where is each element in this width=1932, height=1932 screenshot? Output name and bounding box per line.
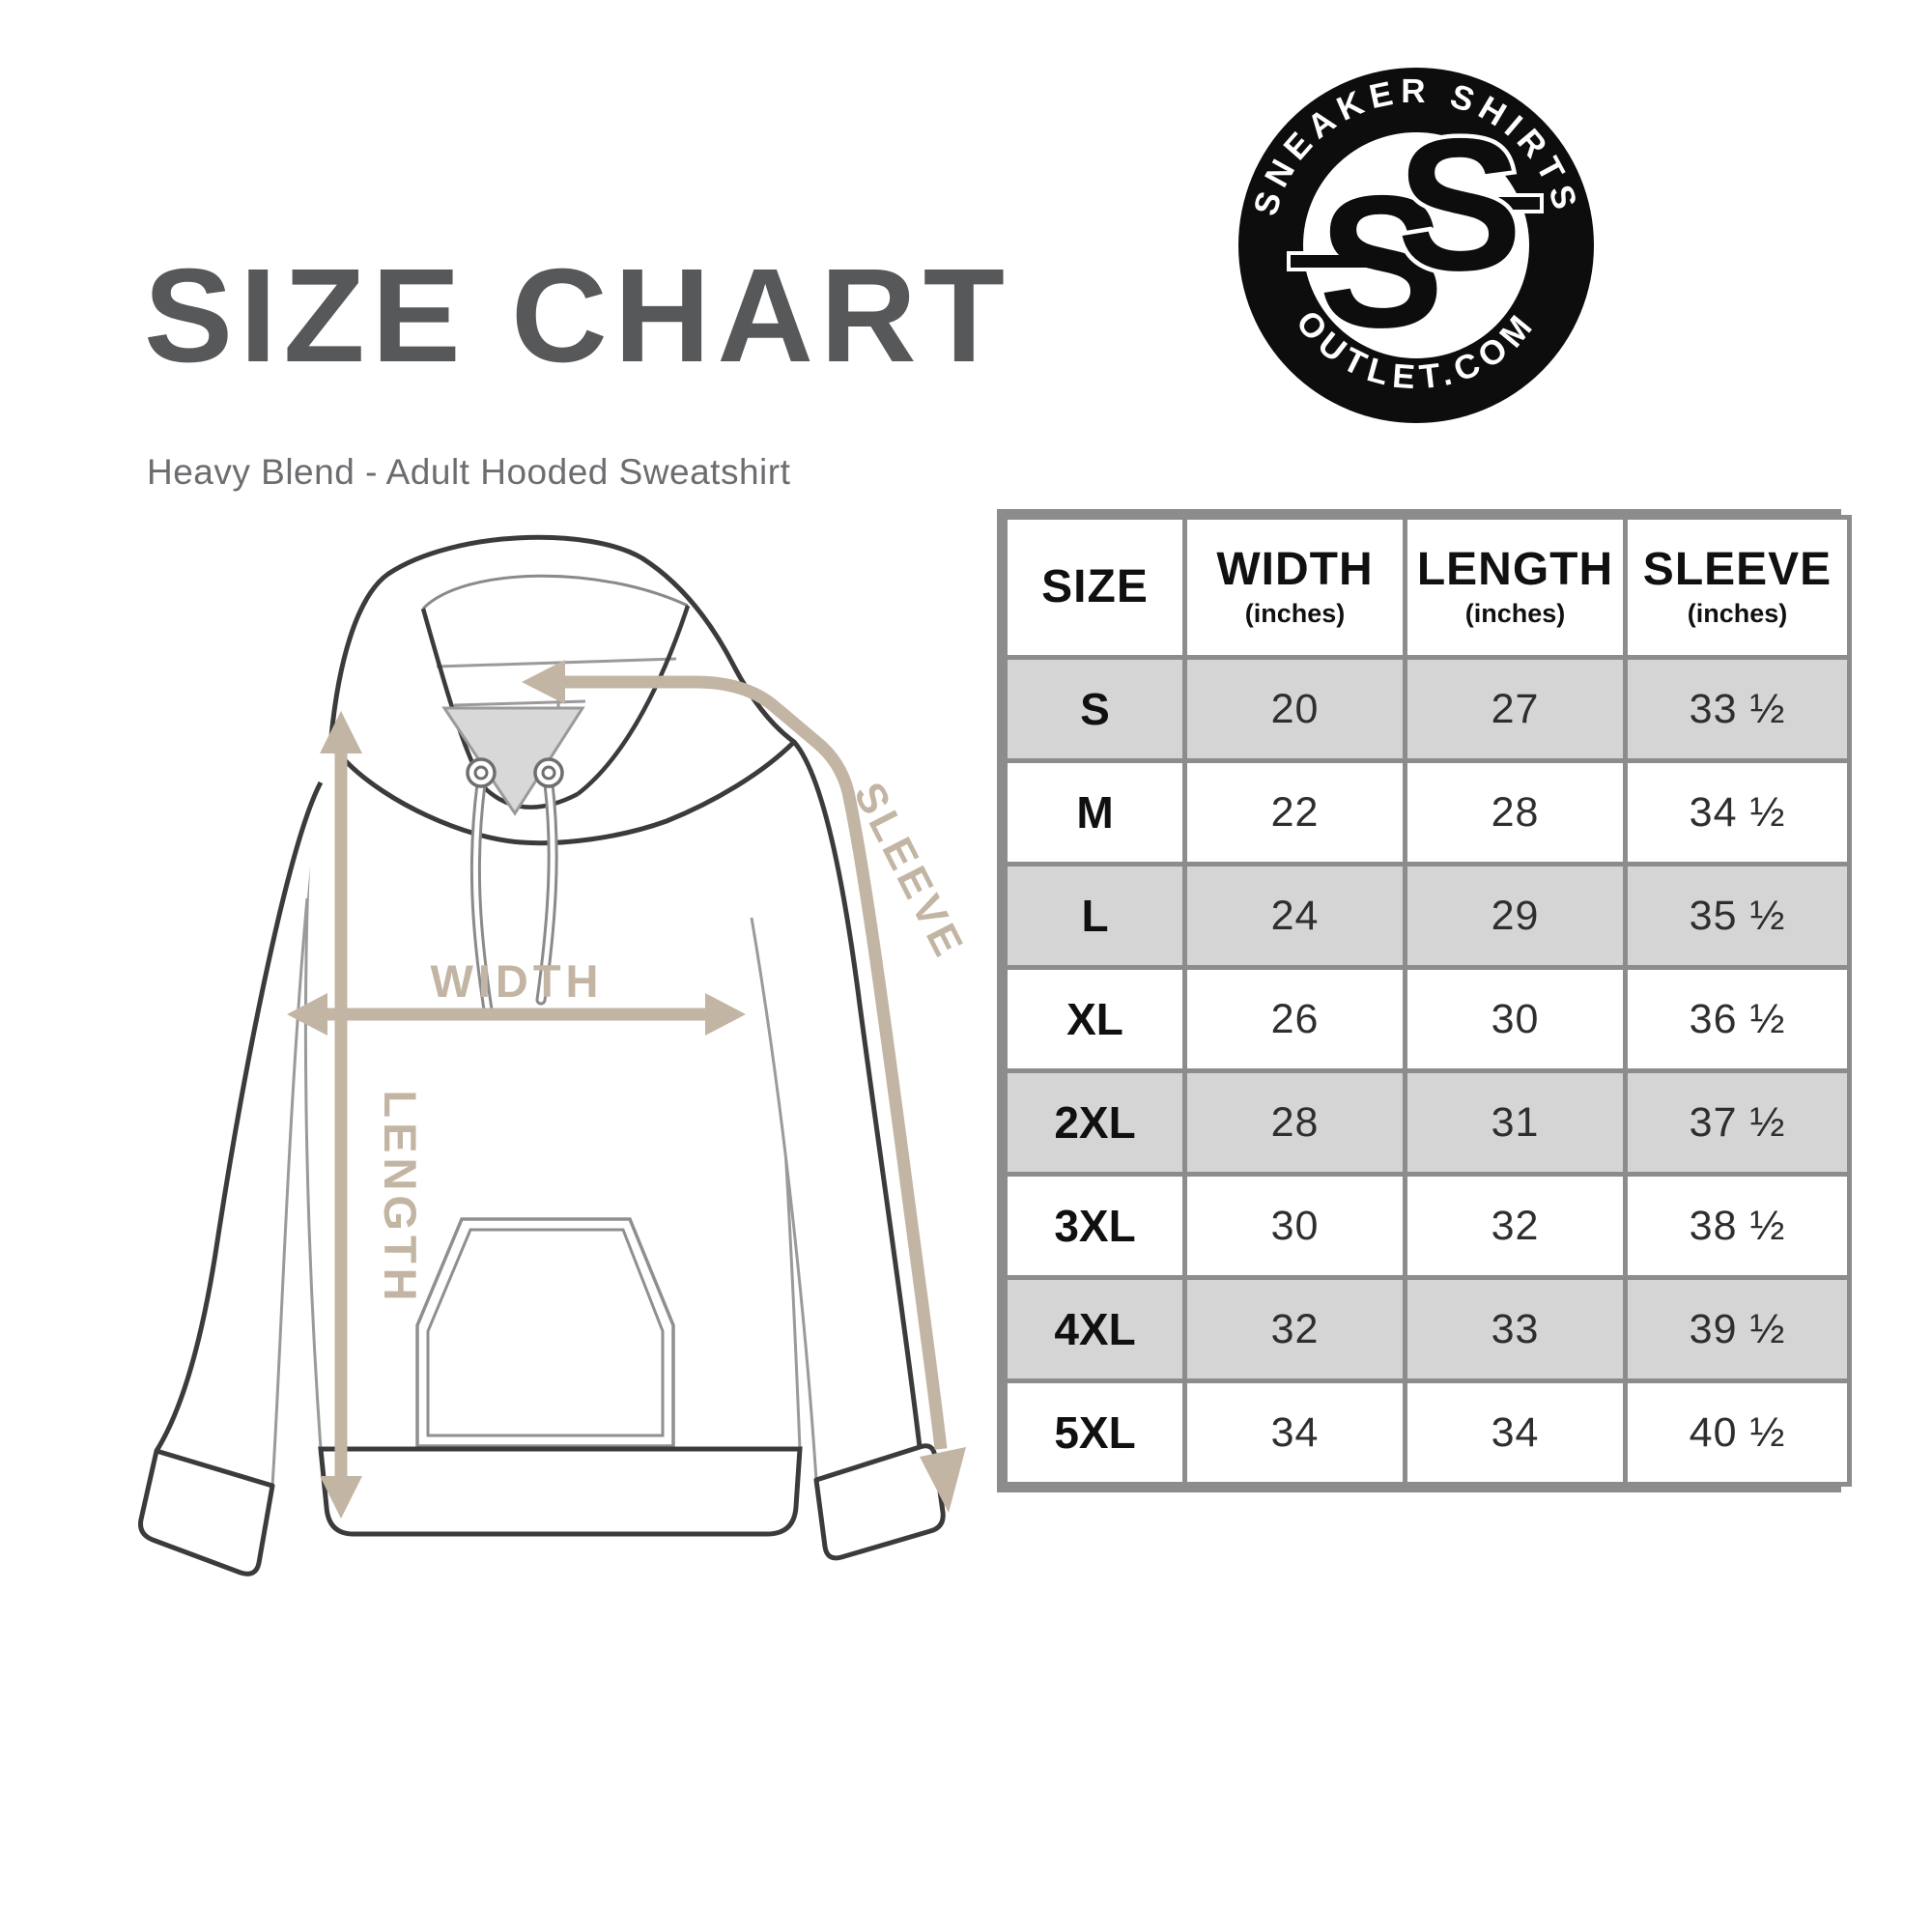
hoodie-right-sleeve bbox=[750, 742, 920, 1480]
hood-back-seam bbox=[436, 657, 677, 668]
column-label: WIDTH bbox=[1216, 544, 1374, 596]
monogram-s-lower: S bbox=[1319, 156, 1444, 367]
cell-size: L bbox=[1003, 862, 1187, 970]
table-row: 5XL 34 34 40 ½ bbox=[1003, 1378, 1852, 1487]
cell-sleeve: 38 ½ bbox=[1623, 1172, 1852, 1280]
cell-width: 32 bbox=[1182, 1275, 1407, 1383]
cell-size: 3XL bbox=[1003, 1172, 1187, 1280]
width-label: WIDTH bbox=[430, 955, 603, 1007]
table-row: 2XL 28 31 37 ½ bbox=[1003, 1068, 1852, 1177]
eyelet-right-hole bbox=[541, 765, 556, 781]
table-row: XL 26 30 36 ½ bbox=[1003, 965, 1852, 1073]
cell-sleeve: 39 ½ bbox=[1623, 1275, 1852, 1383]
hoodie-pocket bbox=[415, 1217, 675, 1448]
cell-sleeve: 40 ½ bbox=[1623, 1378, 1852, 1487]
size-table: SIZE WIDTH (inches) LENGTH (inches) SLEE… bbox=[997, 509, 1852, 1492]
table-row: M 22 28 34 ½ bbox=[1003, 758, 1852, 867]
logo-monogram: S S bbox=[1287, 96, 1544, 367]
size-table-header-sleeve: SLEEVE (inches) bbox=[1623, 515, 1852, 660]
cell-width: 24 bbox=[1182, 862, 1407, 970]
cell-size: 5XL bbox=[1003, 1378, 1187, 1487]
cell-width: 20 bbox=[1182, 655, 1407, 763]
hoodie-left-cuff bbox=[138, 1448, 275, 1577]
cell-width: 30 bbox=[1182, 1172, 1407, 1280]
table-row: S 20 27 33 ½ bbox=[1003, 655, 1852, 763]
left-sleeve-inner-seam bbox=[270, 897, 309, 1487]
column-label: SIZE bbox=[1041, 560, 1149, 612]
cell-length: 31 bbox=[1403, 1068, 1628, 1177]
cell-width: 22 bbox=[1182, 758, 1407, 867]
table-row: L 24 29 35 ½ bbox=[1003, 862, 1852, 970]
page-title: SIZE CHART bbox=[144, 242, 1011, 390]
hoodie-hem-band bbox=[318, 1446, 803, 1537]
cell-size: M bbox=[1003, 758, 1187, 867]
hoodie-right-cuff bbox=[813, 1443, 946, 1561]
cell-length: 30 bbox=[1403, 965, 1628, 1073]
column-label: SLEEVE bbox=[1642, 544, 1833, 596]
cell-sleeve: 36 ½ bbox=[1623, 965, 1852, 1073]
cell-sleeve: 34 ½ bbox=[1623, 758, 1852, 867]
cell-sleeve: 33 ½ bbox=[1623, 655, 1852, 763]
brand-logo: SNEAKER SHIRTS OUTLET.COM S S bbox=[1238, 68, 1594, 423]
left-sleeve-outer-edge bbox=[154, 781, 324, 1453]
monogram-bar-right bbox=[1437, 193, 1544, 213]
cell-width: 28 bbox=[1182, 1068, 1407, 1177]
right-sleeve-inner-seam bbox=[750, 917, 818, 1481]
sleeve-arrow bbox=[522, 660, 966, 1513]
drawstring-right-core bbox=[538, 781, 555, 1003]
length-label: LENGTH bbox=[375, 1090, 426, 1305]
cell-size: S bbox=[1003, 655, 1187, 763]
monogram-bar-left bbox=[1287, 251, 1397, 271]
width-arrow bbox=[287, 993, 746, 1036]
cell-width: 26 bbox=[1182, 965, 1407, 1073]
hood-opening-bottom-edge bbox=[483, 786, 580, 810]
cell-size: XL bbox=[1003, 965, 1187, 1073]
logo-inner-circle bbox=[1303, 132, 1529, 358]
column-unit: (inches) bbox=[1244, 598, 1346, 628]
cell-size: 4XL bbox=[1003, 1275, 1187, 1383]
right-sleeve-outer-edge bbox=[792, 740, 923, 1448]
cell-length: 33 bbox=[1403, 1275, 1628, 1383]
size-table-header-width: WIDTH (inches) bbox=[1182, 515, 1407, 660]
hood-lining-line bbox=[421, 574, 689, 611]
cell-length: 32 bbox=[1403, 1172, 1628, 1280]
hood-opening-right-edge bbox=[576, 605, 691, 796]
monogram-s-upper: S bbox=[1397, 99, 1522, 310]
page-subtitle: Heavy Blend - Adult Hooded Sweatshirt bbox=[147, 452, 791, 492]
cell-length: 27 bbox=[1403, 655, 1628, 763]
cell-length: 34 bbox=[1403, 1378, 1628, 1487]
cell-size: 2XL bbox=[1003, 1068, 1187, 1177]
table-row: 3XL 30 32 38 ½ bbox=[1003, 1172, 1852, 1280]
size-table-header-length: LENGTH (inches) bbox=[1403, 515, 1628, 660]
column-unit: (inches) bbox=[1687, 598, 1788, 628]
hoodie-pocket-inner-line bbox=[426, 1228, 665, 1437]
cell-sleeve: 35 ½ bbox=[1623, 862, 1852, 970]
column-unit: (inches) bbox=[1464, 598, 1566, 628]
size-table-header-size: SIZE bbox=[1003, 515, 1187, 660]
cell-width: 34 bbox=[1182, 1378, 1407, 1487]
table-row: 4XL 32 33 39 ½ bbox=[1003, 1275, 1852, 1383]
cell-length: 28 bbox=[1403, 758, 1628, 867]
cell-length: 29 bbox=[1403, 862, 1628, 970]
size-table-header-row: SIZE WIDTH (inches) LENGTH (inches) SLEE… bbox=[1003, 515, 1852, 660]
eyelet-left-hole bbox=[473, 765, 489, 781]
length-arrow bbox=[320, 711, 362, 1519]
hoodie-left-sleeve bbox=[156, 782, 321, 1486]
drawstring-left-core bbox=[472, 781, 491, 1012]
column-label: LENGTH bbox=[1416, 544, 1614, 596]
cell-sleeve: 37 ½ bbox=[1623, 1068, 1852, 1177]
body-left-seam bbox=[303, 849, 323, 1450]
